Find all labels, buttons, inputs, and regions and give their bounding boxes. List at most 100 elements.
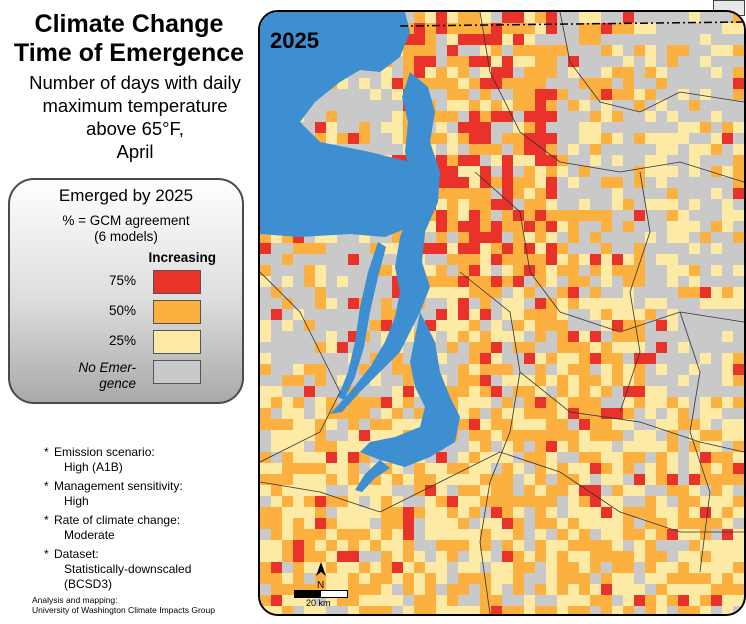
grid-cell — [722, 529, 733, 540]
grid-cell — [469, 12, 480, 23]
grid-cell — [271, 342, 282, 353]
grid-cell — [447, 485, 458, 496]
grid-cell — [359, 100, 370, 111]
grid-cell — [348, 518, 359, 529]
grid-cell — [348, 463, 359, 474]
grid-cell — [557, 23, 568, 34]
grid-cell — [623, 606, 634, 614]
grid-cell — [502, 298, 513, 309]
grid-cell — [612, 133, 623, 144]
grid-cell — [491, 45, 502, 56]
grid-cell — [326, 232, 337, 243]
grid-cell — [447, 221, 458, 232]
grid-cell — [667, 595, 678, 606]
grid-cell — [568, 122, 579, 133]
grid-cell — [546, 397, 557, 408]
grid-cell — [722, 375, 733, 386]
grid-cell — [634, 122, 645, 133]
grid-cell — [689, 122, 700, 133]
grid-cell — [568, 441, 579, 452]
grid-cell — [711, 342, 722, 353]
grid-cell — [667, 23, 678, 34]
grid-cell — [667, 386, 678, 397]
grid-cell — [359, 265, 370, 276]
grid-cell — [414, 584, 425, 595]
grid-cell — [722, 232, 733, 243]
grid-cell — [480, 573, 491, 584]
grid-cell — [403, 551, 414, 562]
grid-cell — [623, 562, 634, 573]
grid-cell — [667, 562, 678, 573]
grid-cell — [304, 111, 315, 122]
grid-cell — [524, 375, 535, 386]
grid-cell — [348, 309, 359, 320]
grid-cell — [645, 485, 656, 496]
grid-cell — [513, 452, 524, 463]
grid-cell — [579, 155, 590, 166]
grid-cell — [656, 166, 667, 177]
grid-cell — [568, 199, 579, 210]
grid-cell — [348, 265, 359, 276]
grid-cell — [381, 430, 392, 441]
grid-cell — [645, 584, 656, 595]
grid-cell — [326, 309, 337, 320]
grid-cell — [535, 353, 546, 364]
grid-cell — [612, 342, 623, 353]
grid-cell — [557, 496, 568, 507]
grid-cell — [568, 243, 579, 254]
grid-cell — [282, 287, 293, 298]
grid-cell — [645, 342, 656, 353]
grid-cell — [436, 320, 447, 331]
grid-cell — [524, 331, 535, 342]
grid-cell — [469, 309, 480, 320]
grid-cell — [623, 188, 634, 199]
grid-cell — [623, 430, 634, 441]
grid-cell — [381, 298, 392, 309]
grid-cell — [447, 364, 458, 375]
grid-cell — [623, 364, 634, 375]
grid-cell — [557, 45, 568, 56]
grid-cell — [414, 496, 425, 507]
grid-cell — [601, 518, 612, 529]
grid-cell — [260, 452, 271, 463]
legend-subtitle: % = GCM agreement (6 models) — [10, 213, 242, 245]
grid-cell — [458, 540, 469, 551]
grid-cell — [733, 441, 744, 452]
grid-cell — [601, 166, 612, 177]
grid-cell — [645, 562, 656, 573]
grid-cell — [667, 12, 678, 23]
grid-cell — [271, 364, 282, 375]
grid-cell — [458, 45, 469, 56]
grid-cell — [612, 551, 623, 562]
grid-cell — [491, 364, 502, 375]
grid-cell — [634, 133, 645, 144]
grid-cell — [612, 452, 623, 463]
grid-cell — [348, 507, 359, 518]
grid-cell — [524, 243, 535, 254]
grid-cell — [359, 441, 370, 452]
grid-cell — [667, 441, 678, 452]
grid-cell — [315, 353, 326, 364]
grid-cell — [304, 606, 315, 614]
grid-cell — [678, 606, 689, 614]
grid-cell — [359, 540, 370, 551]
grid-cell — [425, 243, 436, 254]
grid-cell — [678, 111, 689, 122]
grid-cell — [733, 463, 744, 474]
grid-cell — [568, 529, 579, 540]
grid-cell — [733, 78, 744, 89]
grid-cell — [733, 595, 744, 606]
grid-cell — [546, 56, 557, 67]
grid-cell — [447, 507, 458, 518]
grid-cell — [667, 144, 678, 155]
grid-cell — [337, 595, 348, 606]
grid-cell — [381, 474, 392, 485]
grid-cell — [579, 386, 590, 397]
grid-cell — [667, 507, 678, 518]
grid-cell — [293, 562, 304, 573]
grid-cell — [480, 485, 491, 496]
grid-cell — [513, 177, 524, 188]
grid-cell — [601, 320, 612, 331]
grid-cell — [282, 320, 293, 331]
grid-cell — [700, 12, 711, 23]
